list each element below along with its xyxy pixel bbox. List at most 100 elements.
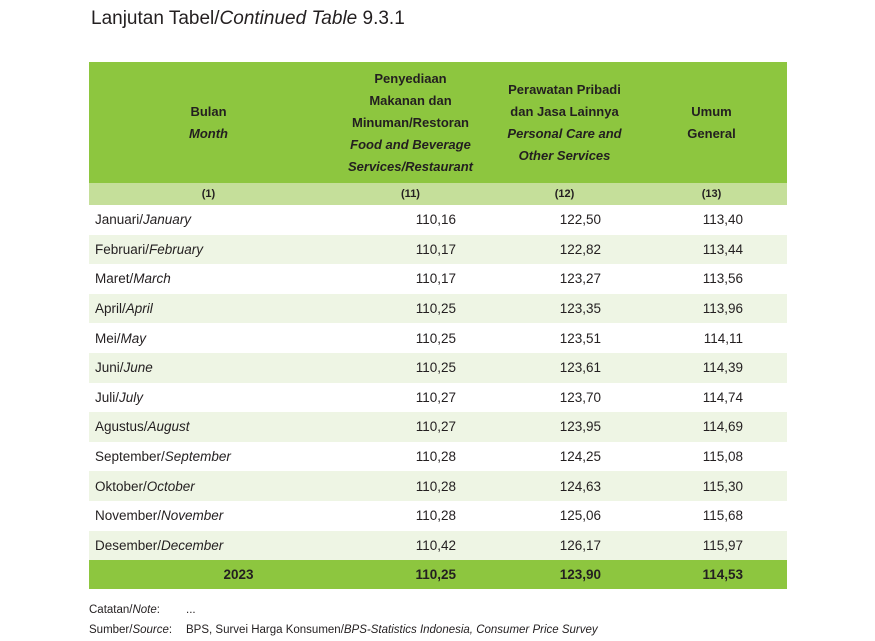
value-cell: 114,74 (636, 382, 787, 413)
table-row: Mei/May 110,25 123,51 114,11 (89, 323, 787, 353)
month-en: February (149, 241, 204, 257)
month-en: March (133, 271, 171, 287)
month-cell: April/April (89, 293, 328, 324)
month-en: May (120, 330, 147, 346)
value-cell: 123,27 (493, 264, 636, 294)
value-cell: 115,08 (636, 441, 787, 472)
note-line: Catatan/Note: ... (89, 600, 598, 620)
note-label: Catatan/Note: (89, 604, 160, 616)
header-row: Bulan Month Penyediaan Makanan dan Minum… (89, 62, 787, 183)
month-cell: Maret/March (89, 264, 328, 294)
table-row: Januari/January 110,16 122,50 113,40 (89, 205, 787, 235)
month-cell: Agustus/August (89, 412, 328, 442)
value-cell: 110,28 (328, 500, 493, 531)
total-cell: 110,25 (328, 560, 493, 590)
value-cell: 115,68 (636, 500, 787, 531)
month-id: September/ (95, 449, 165, 465)
total-row: 2023 110,25 123,90 114,53 (89, 560, 787, 590)
column-number: (11) (328, 183, 493, 205)
value-cell: 125,06 (493, 500, 636, 531)
month-cell: Februari/February (89, 234, 328, 265)
value-cell: 114,11 (636, 323, 787, 353)
month-en: September (164, 449, 231, 465)
month-cell: Januari/January (89, 205, 328, 235)
month-en: December (161, 537, 224, 553)
total-cell: 114,53 (636, 560, 787, 590)
month-cell: September/September (89, 441, 328, 472)
value-cell: 110,28 (328, 441, 493, 472)
column-header-personal-care: Perawatan Pribadi dan Jasa Lainnya Perso… (493, 62, 636, 183)
month-id: Oktober/ (95, 478, 147, 494)
table-row: Agustus/August 110,27 123,95 114,69 (89, 412, 787, 442)
data-table: Bulan Month Penyediaan Makanan dan Minum… (89, 62, 787, 590)
source-label: Sumber/Source: (89, 624, 173, 636)
month-en: June (123, 360, 153, 376)
month-id: Desember/ (95, 537, 162, 553)
column-number-row: (1) (11) (12) (13) (89, 183, 787, 205)
value-cell: 110,17 (328, 234, 493, 265)
value-cell: 113,40 (636, 205, 787, 235)
column-header-month: Bulan Month (89, 62, 328, 183)
month-cell: November/November (89, 500, 328, 531)
value-cell: 110,28 (328, 471, 493, 501)
column-number: (12) (493, 183, 636, 205)
month-id: Mei/ (95, 330, 121, 346)
value-cell: 110,25 (328, 323, 493, 353)
month-en: January (143, 212, 192, 228)
total-cell: 123,90 (493, 560, 636, 590)
month-en: July (119, 389, 144, 405)
table-row: Maret/March 110,17 123,27 113,56 (89, 264, 787, 294)
value-cell: 110,27 (328, 412, 493, 442)
table-row: September/September 110,28 124,25 115,08 (89, 441, 787, 472)
month-cell: Oktober/October (89, 471, 328, 501)
value-cell: 110,25 (328, 352, 493, 383)
month-cell: Juni/June (89, 352, 328, 383)
value-cell: 122,82 (493, 234, 636, 265)
value-cell: 113,56 (636, 264, 787, 294)
table-row: Juni/June 110,25 123,61 114,39 (89, 352, 787, 383)
value-cell: 124,63 (493, 471, 636, 501)
notes: Catatan/Note: ... Sumber/Source: BPS, Su… (89, 600, 598, 640)
table-row: Desember/December 110,42 126,17 115,97 (89, 530, 787, 561)
month-id: Januari/ (95, 212, 144, 228)
title-en: Continued Table (219, 8, 358, 29)
value-cell: 123,35 (493, 293, 636, 324)
value-cell: 110,27 (328, 382, 493, 413)
value-cell: 113,96 (636, 293, 787, 324)
table-row: April/April 110,25 123,35 113,96 (89, 293, 787, 324)
value-cell: 126,17 (493, 530, 636, 561)
value-cell: 110,25 (328, 293, 493, 324)
column-header-food-beverage: Penyediaan Makanan dan Minuman/Restoran … (328, 62, 493, 183)
value-cell: 122,50 (493, 205, 636, 235)
month-en: October (146, 478, 195, 494)
source-line: Sumber/Source: BPS, Survei Harga Konsume… (89, 620, 598, 640)
month-id: Februari/ (95, 241, 150, 257)
table-row: Juli/July 110,27 123,70 114,74 (89, 382, 787, 413)
value-cell: 110,42 (328, 530, 493, 561)
note-text: ... (186, 604, 196, 616)
value-cell: 123,70 (493, 382, 636, 413)
month-id: Agustus/ (95, 419, 148, 435)
month-en: November (161, 508, 224, 524)
month-cell: Juli/July (89, 382, 328, 413)
title-id: Lanjutan Tabel/ (91, 8, 220, 29)
month-id: November/ (95, 508, 162, 524)
column-number: (1) (89, 183, 328, 205)
column-header-general: Umum General (636, 62, 787, 183)
month-cell: Mei/May (89, 323, 328, 353)
table-row: November/November 110,28 125,06 115,68 (89, 500, 787, 531)
month-id: Maret/ (95, 271, 134, 287)
value-cell: 124,25 (493, 441, 636, 472)
month-id: April/ (95, 301, 126, 317)
value-cell: 115,30 (636, 471, 787, 501)
month-id: Juli/ (95, 389, 120, 405)
value-cell: 114,39 (636, 352, 787, 383)
month-en: April (125, 301, 153, 317)
value-cell: 114,69 (636, 412, 787, 442)
value-cell: 123,51 (493, 323, 636, 353)
value-cell: 123,95 (493, 412, 636, 442)
month-en: August (147, 419, 190, 435)
table-row: Oktober/October 110,28 124,63 115,30 (89, 471, 787, 501)
month-id: Juni/ (95, 360, 124, 376)
page-title: Lanjutan Tabel/Continued Table 9.3.1 (91, 6, 405, 32)
